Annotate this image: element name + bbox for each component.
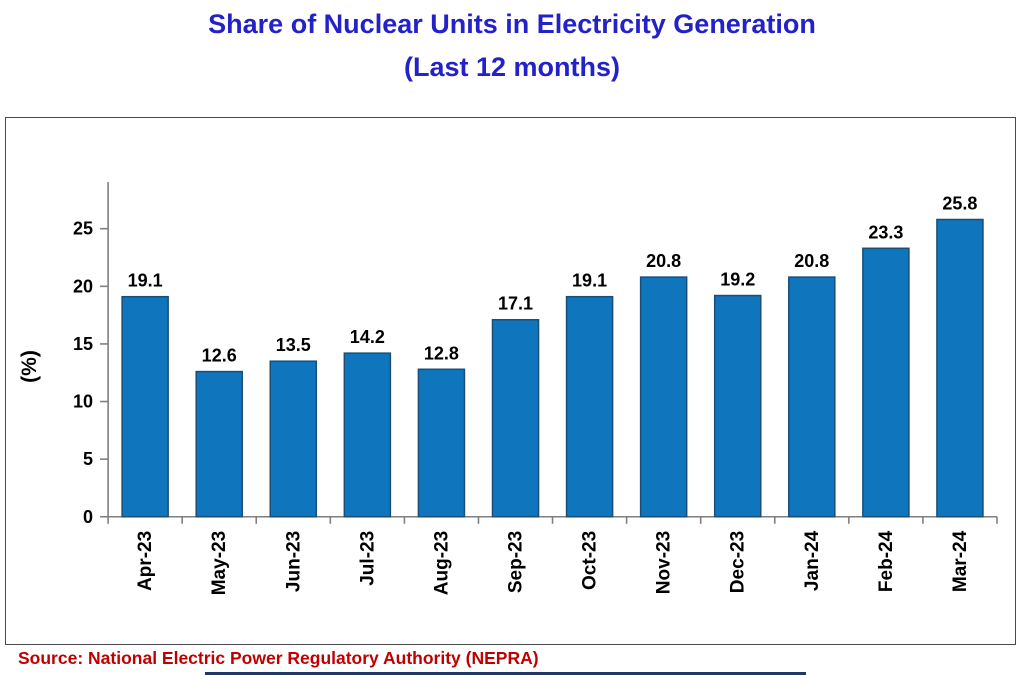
bar-oct-23 bbox=[565, 295, 614, 518]
x-tick-label: Aug-23 bbox=[431, 531, 452, 595]
chart-title: Share of Nuclear Units in Electricity Ge… bbox=[0, 2, 1024, 88]
y-tick-label: 5 bbox=[83, 449, 93, 469]
chart-title-line1: Share of Nuclear Units in Electricity Ge… bbox=[208, 9, 816, 39]
bar-jan-24 bbox=[788, 276, 836, 518]
bar-value-label: 17.1 bbox=[498, 294, 533, 314]
bar-value-label: 12.8 bbox=[424, 343, 459, 363]
y-tick-label: 25 bbox=[73, 219, 93, 239]
x-tick-label: Apr-23 bbox=[135, 531, 156, 591]
bar-may-23 bbox=[195, 370, 243, 518]
chart-frame: 0 5 10 15 20 25 19.1 Apr-23 12.6 May-23 13.5 Jun-23… bbox=[5, 117, 1016, 645]
bar-value-label: 13.5 bbox=[276, 335, 311, 355]
bar-apr-23 bbox=[121, 295, 169, 518]
y-axis-title: (%) bbox=[18, 350, 41, 383]
x-tick-label: Dec-23 bbox=[728, 531, 749, 593]
bar-sep-23 bbox=[491, 318, 540, 518]
bar-dec-23 bbox=[713, 294, 762, 518]
y-tick-label: 10 bbox=[73, 392, 93, 412]
x-tick-label: Oct-23 bbox=[580, 531, 601, 590]
bar-value-label: 20.8 bbox=[646, 251, 681, 271]
bar-chart-svg: 0 5 10 15 20 25 19.1 Apr-23 12.6 May-23 13.5 Jun-23… bbox=[18, 182, 998, 596]
chart-title-line2: (Last 12 months) bbox=[403, 52, 621, 82]
bar-jul-23 bbox=[343, 352, 392, 518]
bar-value-label: 20.8 bbox=[794, 251, 829, 271]
partial-bottom-banner bbox=[205, 672, 806, 675]
bar-value-label: 23.3 bbox=[868, 222, 903, 242]
bar-value-label: 14.2 bbox=[350, 327, 385, 347]
bar-value-label: 19.1 bbox=[128, 271, 163, 291]
y-tick-label: 20 bbox=[73, 276, 93, 296]
bar-mar-24 bbox=[936, 218, 984, 518]
x-tick-label: Jun-23 bbox=[283, 531, 304, 592]
x-tick-label: Sep-23 bbox=[506, 531, 527, 593]
bar-value-label: 19.2 bbox=[720, 270, 755, 290]
x-tick-label: Mar-24 bbox=[950, 530, 971, 592]
bar-jun-23 bbox=[269, 360, 318, 518]
x-tick-label: Nov-23 bbox=[654, 531, 675, 594]
bar-aug-23 bbox=[417, 368, 466, 518]
bar-nov-23 bbox=[639, 276, 688, 518]
x-tick-label: May-23 bbox=[209, 531, 230, 596]
bar-value-label: 19.1 bbox=[572, 271, 607, 291]
bar-value-label: 12.6 bbox=[202, 346, 237, 366]
x-tick-label: Feb-24 bbox=[876, 530, 897, 592]
x-tick-label: Jan-24 bbox=[802, 530, 823, 591]
x-tick-label: Jul-23 bbox=[357, 531, 378, 586]
source-attribution: Source: National Electric Power Regulato… bbox=[18, 648, 539, 668]
y-tick-label: 0 bbox=[83, 507, 93, 527]
bar-feb-24 bbox=[862, 247, 910, 518]
bar-value-label: 25.8 bbox=[942, 193, 977, 213]
y-tick-label: 15 bbox=[73, 334, 93, 354]
